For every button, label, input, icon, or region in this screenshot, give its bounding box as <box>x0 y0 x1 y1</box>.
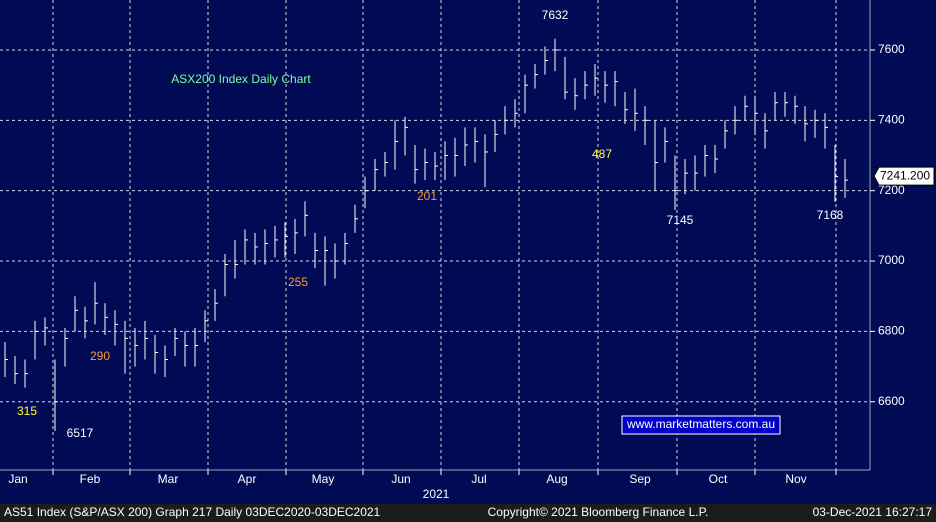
chart-title: ASX200 Index Daily Chart <box>171 72 311 86</box>
x-tick-label: May <box>312 472 335 486</box>
annotation: 7145 <box>667 213 694 227</box>
x-tick-label: Oct <box>709 472 728 486</box>
annotation: 487 <box>592 147 612 161</box>
x-tick-label: Apr <box>238 472 257 486</box>
annotation: 315 <box>17 404 37 418</box>
annotation: 290 <box>90 349 110 363</box>
footer-left: AS51 Index (S&P/ASX 200) Graph 217 Daily… <box>4 505 381 519</box>
x-tick-label: Aug <box>546 472 567 486</box>
y-tick-label: 7000 <box>878 253 905 267</box>
x-tick-label: Jun <box>391 472 410 486</box>
y-tick-label: 6800 <box>878 324 905 338</box>
annotation: 201 <box>417 189 437 203</box>
watermark-box <box>621 415 781 435</box>
y-tick-label: 7200 <box>878 183 905 197</box>
y-tick-label: 6600 <box>878 394 905 408</box>
annotation: 7168 <box>817 208 844 222</box>
y-tick-label: 7600 <box>878 42 905 56</box>
annotation: 255 <box>288 275 308 289</box>
footer-right: 03-Dec-2021 16:27:17 <box>813 505 933 519</box>
x-tick-label: Nov <box>785 472 806 486</box>
x-tick-label: Jan <box>8 472 27 486</box>
annotation: 6517 <box>67 426 94 440</box>
footer <box>0 504 936 522</box>
y-tick-label: 7400 <box>878 112 905 126</box>
annotation: 7632 <box>542 8 569 22</box>
x-axis-label: 2021 <box>423 487 450 501</box>
watermark: www.marketmatters.com.au <box>626 417 775 431</box>
last-price-label: 7241.200 <box>880 168 930 182</box>
x-tick-label: Sep <box>629 472 651 486</box>
x-tick-label: Jul <box>471 472 486 486</box>
x-tick-label: Feb <box>80 472 101 486</box>
x-tick-label: Mar <box>158 472 179 486</box>
footer-center: Copyright© 2021 Bloomberg Finance L.P. <box>488 505 709 519</box>
last-price-box <box>873 166 935 186</box>
